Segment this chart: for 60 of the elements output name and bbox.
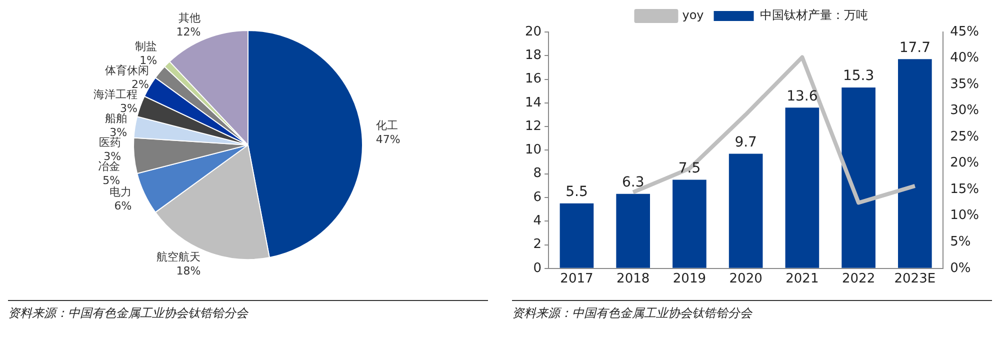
- y2-tick-label: 20%: [950, 156, 980, 171]
- bar: [898, 59, 932, 268]
- data-label: 5.5: [566, 184, 588, 200]
- text: 资料来源：中国有色金属工业协会钛锆铪分会: [512, 305, 754, 322]
- legend-label: 中国钛材产量：万吨: [760, 8, 868, 22]
- y-tick-label: 0: [533, 260, 542, 276]
- slice-label: 冶金: [98, 160, 120, 173]
- data-label: 7.5: [678, 160, 701, 176]
- y-tick-label: 18: [524, 48, 542, 64]
- x-tick-label: 2023E: [894, 272, 936, 287]
- slice-label: 其他: [178, 11, 201, 24]
- bar: [560, 203, 594, 268]
- x-tick-label: 2018: [616, 272, 650, 287]
- bar: [616, 194, 650, 268]
- y-tick-label: 10: [524, 142, 542, 158]
- data-label: 17.7: [899, 40, 931, 56]
- slice-label: 制盐: [135, 40, 158, 53]
- data-label: 18%: [176, 264, 201, 278]
- data-label: 5%: [102, 174, 120, 187]
- y2-tick-label: 15%: [950, 182, 980, 197]
- y-tick-label: 8: [533, 166, 542, 182]
- y-tick-label: 14: [524, 95, 542, 110]
- y-tick-label: 20: [524, 24, 542, 40]
- y-tick-label: 2: [533, 237, 542, 252]
- y2-tick-label: 40%: [950, 50, 980, 66]
- data-label: 15.3: [842, 68, 874, 84]
- data-label: 6%: [114, 200, 132, 213]
- y2-tick-label: 45%: [950, 24, 980, 40]
- y-tick-label: 16: [524, 72, 542, 87]
- x-tick-label: 2017: [560, 272, 594, 287]
- y2-tick-label: 10%: [950, 208, 980, 224]
- bar: [842, 88, 876, 268]
- data-label: 47%: [376, 132, 400, 146]
- x-tick-label: 2022: [842, 272, 876, 287]
- y2-tick-label: 30%: [950, 103, 980, 118]
- data-label: 12%: [176, 25, 201, 38]
- y-tick-label: 12: [524, 118, 542, 134]
- y2-tick-label: 25%: [950, 129, 980, 144]
- x-tick-label: 2019: [672, 272, 706, 287]
- slice-label: 化工: [376, 118, 398, 132]
- legend-label: yoy: [682, 8, 704, 22]
- y-tick-label: 4: [533, 213, 542, 228]
- slice-label: 电力: [110, 186, 132, 199]
- bar: [785, 108, 820, 268]
- x-tick-label: 2021: [786, 272, 819, 287]
- text: 资料来源：中国有色金属工业协会钛锆铪分会: [8, 305, 250, 322]
- slice-label: 船舶: [105, 112, 128, 125]
- bar: [728, 154, 763, 268]
- y2-tick-label: 35%: [950, 76, 980, 92]
- slice-label: 航空航天: [156, 250, 201, 264]
- y2-tick-label: 5%: [950, 234, 971, 250]
- x-tick-label: 2020: [729, 272, 762, 287]
- slice-label: 体育休闲: [104, 64, 149, 77]
- data-label: 9.7: [734, 134, 757, 150]
- y2-tick-label: 0%: [950, 260, 971, 276]
- slice-label: 医药: [99, 136, 122, 149]
- data-label: 6.3: [622, 174, 644, 191]
- y-tick-label: 6: [533, 190, 542, 205]
- bar: [672, 180, 706, 268]
- data-label: 13.6: [786, 88, 818, 104]
